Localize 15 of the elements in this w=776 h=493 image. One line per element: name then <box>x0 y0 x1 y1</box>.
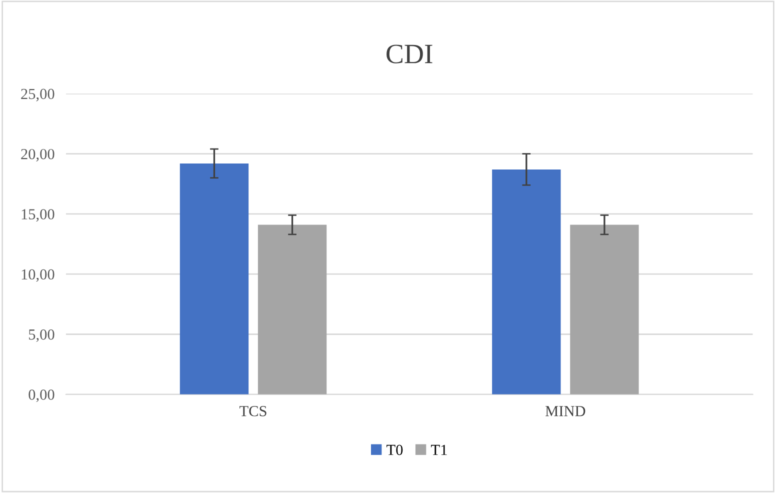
legend-label: T1 <box>431 444 447 455</box>
bar <box>570 224 639 394</box>
x-tick-label: TCS <box>240 406 266 416</box>
y-tick-label: 20,00 <box>21 148 54 162</box>
y-tick-label: 5,00 <box>29 329 54 342</box>
y-tick-label: 10,00 <box>22 269 54 282</box>
bar <box>492 169 561 394</box>
x-tick-label: MIND <box>545 406 586 416</box>
legend-label: T0 <box>386 444 403 456</box>
y-tick-label: 25,00 <box>21 88 54 102</box>
y-tick-label: 0,00 <box>28 390 54 402</box>
bar <box>258 224 327 394</box>
bar <box>180 163 249 394</box>
y-tick-label: 15,00 <box>22 209 54 222</box>
chart-title: CDI <box>386 44 432 64</box>
